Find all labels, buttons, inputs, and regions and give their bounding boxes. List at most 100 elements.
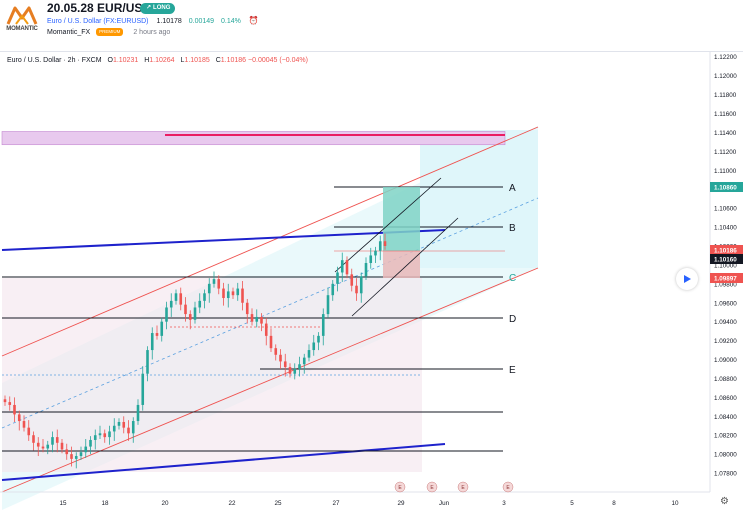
candle-body [46, 444, 50, 449]
publish-time: 2 hours ago [133, 29, 171, 36]
candle-body [27, 427, 31, 436]
candle-body [374, 250, 377, 256]
play-replay-button[interactable] [676, 268, 698, 290]
candle-body [155, 333, 159, 336]
symbol-link[interactable]: Euro / U.S. Dollar (FX:EURUSD) [47, 18, 149, 25]
candle-body [222, 288, 225, 299]
candle-body [51, 437, 54, 445]
candle-body [203, 293, 206, 301]
candle-body [283, 361, 287, 368]
candle-body [74, 456, 78, 459]
candle-body [359, 276, 363, 294]
long-badge: ↗ LONG [140, 3, 176, 14]
idea-title[interactable]: 20.05.28 EUR/USD [47, 1, 152, 15]
candle-body [131, 421, 135, 434]
time-tick: 18 [101, 500, 109, 507]
candle-body [260, 316, 263, 324]
price-tick: 1.10400 [714, 225, 737, 232]
candle-body [103, 433, 107, 438]
resistance-zone [1, 131, 506, 146]
candle-body [336, 272, 339, 284]
price-tick: 1.08600 [714, 395, 737, 402]
candle-body [207, 283, 211, 294]
price-tick: 1.07800 [714, 471, 737, 478]
lower-trendline [1, 443, 446, 481]
momantic-logo-icon [6, 6, 38, 25]
alert-icon[interactable]: ⏰ [248, 16, 259, 25]
candle-body [89, 439, 92, 447]
legend-open-label: O [107, 57, 113, 64]
legend-instrument: Euro / U.S. Dollar · 2h · FXCM [7, 57, 102, 64]
candle-body [321, 314, 325, 336]
candle-body [165, 307, 168, 322]
candle-body [122, 421, 126, 428]
legend-change: −0.00045 (−0.04%) [248, 57, 308, 64]
candle-body [193, 307, 197, 320]
candle-body [245, 302, 249, 315]
candle-body [345, 260, 349, 275]
play-icon [684, 275, 691, 283]
candle-body [217, 279, 221, 289]
pink-zone [2, 278, 422, 472]
candle-body [378, 241, 382, 251]
premium-badge: PREMIUM [96, 28, 124, 36]
legend-close-label: C [215, 57, 221, 64]
price-tick: 1.10600 [714, 206, 737, 213]
candle-body [22, 421, 26, 428]
time-tick: 5 [570, 500, 574, 507]
candle-body [241, 288, 244, 303]
price-tick: 1.09400 [714, 319, 737, 326]
candle-body [288, 367, 292, 374]
last-price: 1.10178 [156, 18, 182, 25]
candle-body [184, 304, 187, 315]
candle-body [117, 421, 121, 426]
candle-body [307, 350, 311, 358]
price-tick: 1.08400 [714, 414, 737, 421]
price-tick: 1.11800 [714, 92, 737, 99]
level-label-b: B [509, 223, 516, 234]
event-marker [502, 481, 514, 493]
price-tick: 1.09600 [714, 300, 737, 307]
time-tick: 22 [228, 500, 236, 507]
candle-body [188, 314, 192, 320]
chart-legend: Euro / U.S. Dollar · 2h · FXCM O1.10231 … [7, 57, 308, 64]
price-label: 1.10860 [714, 185, 737, 192]
candle-body [212, 279, 216, 284]
level-label-d: D [509, 314, 516, 325]
candle-body [279, 354, 282, 362]
candle-body [364, 263, 368, 277]
legend-close: 1.10186 [220, 57, 247, 64]
price-tick: 1.10000 [714, 262, 737, 269]
target-zone [420, 130, 538, 268]
event-marker-label: E [461, 485, 465, 491]
event-marker [426, 481, 438, 493]
candle-body [3, 399, 7, 403]
candle-body [317, 335, 320, 343]
candle-body [32, 435, 35, 443]
author-name[interactable]: Momantic_FX [47, 29, 91, 36]
candle-body [84, 446, 88, 453]
legend-open: 1.10231 [112, 57, 139, 64]
candle-body [41, 446, 45, 449]
candle-body [255, 316, 259, 322]
settings-gear-icon[interactable]: ⚙ [720, 496, 729, 507]
time-tick: 3 [502, 500, 506, 507]
candle-body [369, 255, 373, 264]
author-logo[interactable]: MOMANTIC [2, 4, 42, 38]
symbol-row: Euro / U.S. Dollar (FX:EURUSD) 1.10178 0… [47, 16, 259, 25]
time-tick: 15 [59, 500, 67, 507]
price-tick: 1.09200 [714, 338, 737, 345]
price-tick: 1.12200 [714, 54, 737, 61]
time-tick: 8 [612, 500, 616, 507]
mini-channel-lower [351, 217, 459, 317]
candle-body [198, 300, 202, 308]
chart-area[interactable] [0, 51, 743, 511]
price-label: 1.09897 [714, 276, 737, 283]
level-label-c: C [509, 273, 516, 284]
candle-body [127, 427, 130, 434]
upper-trendline [1, 229, 446, 251]
badge-label: LONG [153, 5, 171, 11]
candle-body [264, 323, 268, 336]
mini-channel-upper [334, 177, 442, 273]
